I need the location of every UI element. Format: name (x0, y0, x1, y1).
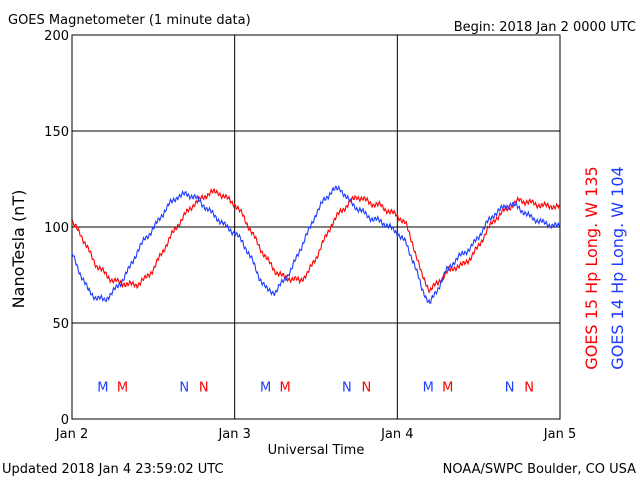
data-series (71, 184, 561, 305)
midnight-marker: M (423, 380, 434, 395)
midnight-marker: M (97, 380, 108, 395)
x-tick-label: Jan 4 (380, 427, 413, 442)
noon-marker: N (199, 380, 209, 395)
x-axis-ticks: Jan 2 Jan 3 Jan 4 Jan 5 (55, 427, 576, 442)
y-axis-ticks: 0 50 100 150 200 (44, 29, 69, 428)
y-tick-label: 50 (52, 317, 69, 332)
y-axis-label: NanoTesla (nT) (9, 190, 28, 309)
noon-marker: N (179, 380, 189, 395)
x-tick-label: Jan 5 (543, 427, 576, 442)
series-goes14-line (71, 184, 561, 305)
x-tick-label: Jan 3 (217, 427, 250, 442)
y-tick-label: 150 (44, 125, 69, 140)
noon-marker: N (342, 380, 352, 395)
gridlines (72, 35, 560, 419)
updated-timestamp: Updated 2018 Jan 4 23:59:02 UTC (2, 462, 224, 477)
noon-marker: N (505, 380, 515, 395)
midnight-marker: M (117, 380, 128, 395)
noon-marker: N (362, 380, 372, 395)
x-tick-label: Jan 2 (55, 427, 88, 442)
y-tick-label: 0 (61, 413, 69, 428)
noon-marker: N (524, 380, 534, 395)
series-goes15-line (71, 187, 561, 294)
y-tick-label: 200 (44, 29, 69, 44)
begin-time: Begin: 2018 Jan 2 0000 UTC (454, 20, 636, 35)
y-tick-label: 100 (44, 221, 69, 236)
chart-title: GOES Magnetometer (1 minute data) (8, 13, 251, 28)
midnight-marker: M (279, 380, 290, 395)
legend-goes14-label: GOES 14 Hp Long. W 104 (608, 166, 627, 369)
legend-goes15-label: GOES 15 Hp Long. W 135 (582, 166, 601, 369)
midnight-marker: M (260, 380, 271, 395)
midnight-marker: M (442, 380, 453, 395)
x-axis-label: Universal Time (268, 443, 365, 458)
credit-text: NOAA/SWPC Boulder, CO USA (443, 462, 636, 477)
